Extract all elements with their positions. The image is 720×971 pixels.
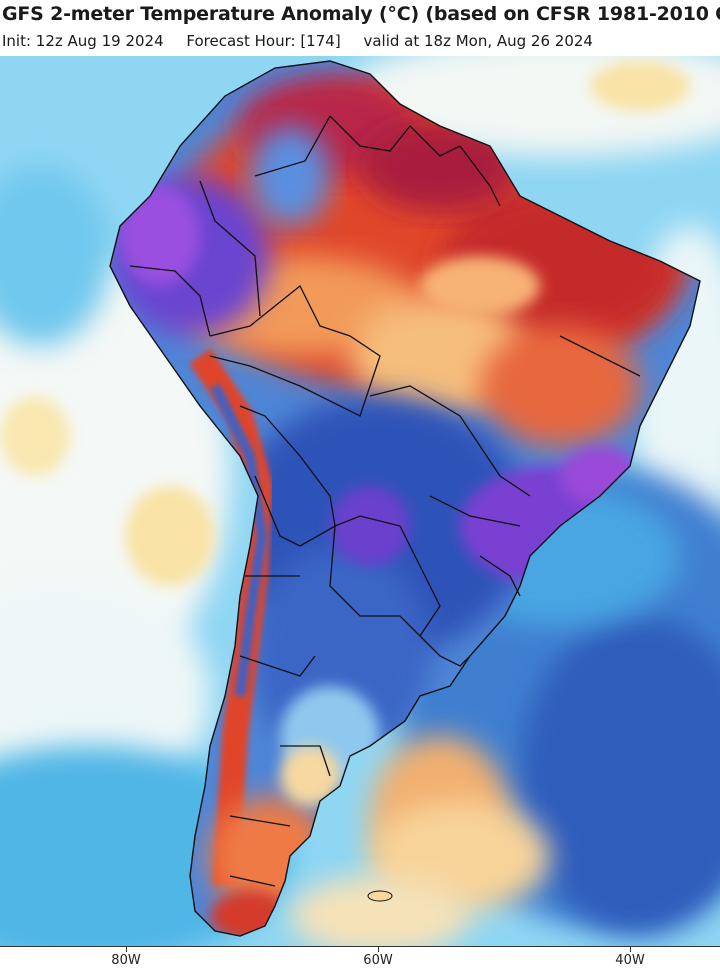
tick-mark-60w (378, 947, 379, 952)
longitude-axis: 80W 60W 40W (0, 946, 720, 971)
anomaly-map-svg (0, 56, 720, 946)
tick-label-40w: 40W (615, 953, 645, 968)
forecast-hour: Forecast Hour: [174] (186, 32, 341, 50)
valid-time: valid at 18z Mon, Aug 26 2024 (363, 32, 593, 50)
tick-label-60w: 60W (363, 953, 393, 968)
tick-mark-40w (630, 947, 631, 952)
falkland-islands (367, 890, 393, 902)
tick-mark-80w (126, 947, 127, 952)
map-subtitle: Init: 12z Aug 19 2024 Forecast Hour: [17… (2, 32, 611, 50)
country-borders (129, 115, 641, 887)
anomaly-map[interactable] (0, 56, 720, 946)
map-header: GFS 2-meter Temperature Anomaly (°C) (ba… (0, 0, 720, 56)
tick-label-80w: 80W (111, 953, 141, 968)
coastline (109, 60, 701, 937)
init-time: Init: 12z Aug 19 2024 (2, 32, 164, 50)
map-title: GFS 2-meter Temperature Anomaly (°C) (ba… (2, 3, 720, 25)
